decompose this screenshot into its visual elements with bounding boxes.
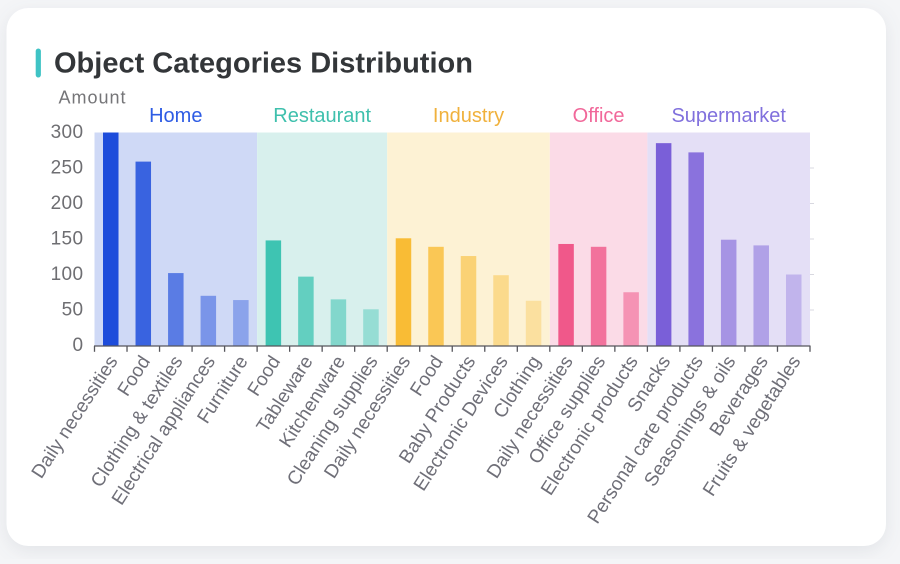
svg-text:150: 150 <box>51 228 84 249</box>
svg-text:Office: Office <box>573 105 625 127</box>
svg-text:Object Categories Distribution: Object Categories Distribution <box>54 48 473 80</box>
svg-text:Amount: Amount <box>59 88 127 108</box>
svg-text:200: 200 <box>51 193 84 214</box>
svg-text:50: 50 <box>62 299 84 320</box>
svg-text:250: 250 <box>51 157 84 178</box>
svg-text:300: 300 <box>51 122 84 143</box>
svg-text:Supermarket: Supermarket <box>671 105 786 127</box>
svg-text:Restaurant: Restaurant <box>273 105 371 127</box>
svg-text:Industry: Industry <box>433 105 504 127</box>
svg-text:0: 0 <box>73 335 84 356</box>
svg-text:Home: Home <box>149 105 202 127</box>
svg-text:100: 100 <box>51 264 84 285</box>
